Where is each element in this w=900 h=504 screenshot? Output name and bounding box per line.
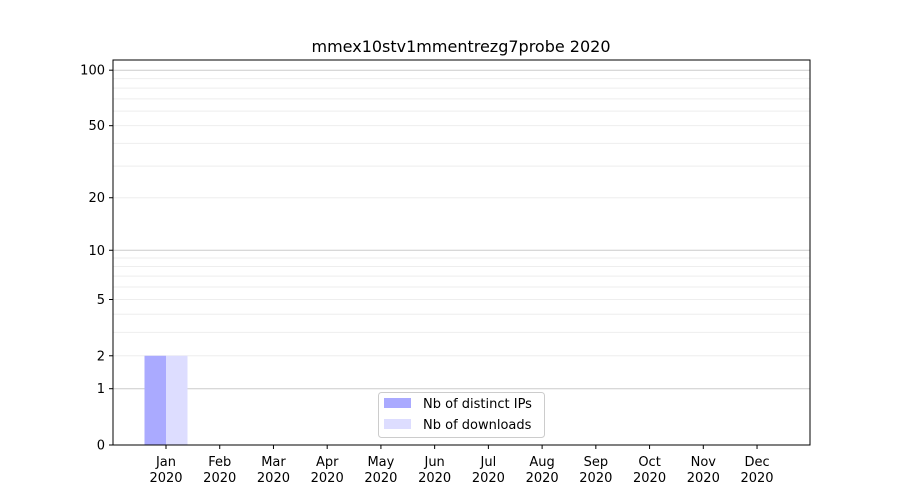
bar-downloads — [166, 355, 188, 445]
x-tick-label: Jun 2020 — [418, 455, 451, 486]
legend-label: Nb of distinct IPs — [423, 397, 532, 412]
x-tick-label: Jul 2020 — [472, 455, 505, 486]
legend-box — [378, 392, 545, 438]
bar-distinct-ips — [144, 355, 166, 445]
y-tick-label: 5 — [97, 293, 105, 308]
bars — [144, 355, 188, 445]
y-tick-label: 20 — [88, 191, 105, 206]
x-tick-label: Aug 2020 — [526, 455, 559, 486]
x-tick-label: Oct 2020 — [633, 455, 666, 486]
x-axis: Jan 2020 Feb 2020 Mar 2020 Apr 2020 May 2020 Jun 20… — [149, 445, 774, 486]
x-tick-label: May 2020 — [364, 455, 397, 486]
y-tick-label: 2 — [97, 349, 105, 364]
y-tick-label: 0 — [97, 439, 105, 454]
legend-swatch — [384, 419, 411, 429]
x-tick-label: Sep 2020 — [579, 455, 612, 486]
chart-title: mmex10stv1mmentrezg7probe 2020 — [311, 37, 610, 56]
grid — [113, 69, 810, 390]
x-tick-label: Feb 2020 — [203, 455, 236, 486]
x-tick-label: Apr 2020 — [311, 455, 344, 486]
x-tick-label: Mar 2020 — [257, 455, 290, 486]
y-tick-label: 10 — [88, 244, 105, 259]
y-tick-label: 100 — [80, 64, 105, 79]
legend-label: Nb of downloads — [423, 418, 532, 433]
x-tick-label: Dec 2020 — [740, 455, 773, 486]
legend-swatch — [384, 398, 411, 408]
x-tick-label: Jan 2020 — [149, 455, 182, 486]
x-tick-label: Nov 2020 — [687, 455, 720, 486]
y-tick-label: 50 — [88, 119, 105, 134]
y-axis: 0 1 2 5 10 20 50 100 — [80, 64, 113, 454]
y-tick-label: 1 — [97, 382, 105, 397]
legend: Nb of distinct IPs Nb of downloads — [378, 392, 545, 438]
plot-frame — [112, 59, 811, 446]
